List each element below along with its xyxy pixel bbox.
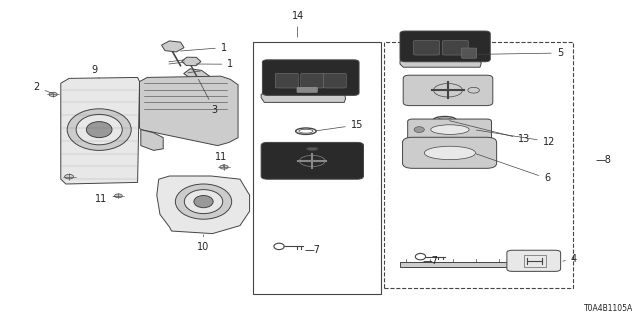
Ellipse shape [307, 147, 318, 150]
Text: 10: 10 [197, 235, 210, 252]
FancyBboxPatch shape [323, 73, 346, 88]
Polygon shape [141, 130, 163, 150]
FancyBboxPatch shape [413, 40, 440, 55]
Polygon shape [140, 76, 238, 146]
FancyBboxPatch shape [297, 87, 317, 92]
FancyBboxPatch shape [275, 73, 298, 88]
FancyBboxPatch shape [403, 75, 493, 106]
Polygon shape [261, 93, 346, 102]
Polygon shape [61, 77, 140, 184]
Bar [430, 57, 438, 59]
Text: T0A4B1105A: T0A4B1105A [584, 304, 634, 313]
Bar [278, 91, 285, 93]
Ellipse shape [194, 196, 213, 208]
Text: 11: 11 [95, 194, 116, 204]
Text: 1: 1 [180, 43, 227, 52]
Text: 14: 14 [291, 11, 304, 37]
Text: —7: —7 [305, 245, 321, 255]
Bar [524, 255, 546, 267]
FancyBboxPatch shape [400, 31, 490, 62]
Ellipse shape [468, 87, 479, 93]
Ellipse shape [184, 189, 223, 214]
Text: 15: 15 [316, 120, 363, 131]
FancyBboxPatch shape [261, 142, 364, 179]
Ellipse shape [115, 194, 122, 198]
Text: 12: 12 [476, 130, 555, 147]
Polygon shape [400, 262, 512, 267]
Text: 3: 3 [198, 79, 218, 115]
Ellipse shape [67, 109, 131, 150]
Text: —7: —7 [422, 256, 438, 266]
Ellipse shape [76, 115, 122, 145]
Bar [320, 91, 328, 93]
Bar [267, 90, 275, 93]
FancyBboxPatch shape [442, 40, 468, 55]
Polygon shape [400, 59, 481, 67]
Ellipse shape [220, 165, 228, 169]
Bar [454, 57, 462, 59]
Text: 1: 1 [196, 59, 234, 69]
Text: 13: 13 [449, 121, 531, 144]
Bar [406, 57, 413, 59]
Text: 4: 4 [563, 254, 577, 264]
Bar [384, 42, 573, 288]
Bar [253, 42, 381, 294]
Ellipse shape [65, 174, 74, 179]
Bar [310, 90, 317, 93]
Ellipse shape [86, 122, 112, 138]
FancyBboxPatch shape [461, 48, 477, 58]
Bar [418, 58, 426, 59]
Text: 5: 5 [477, 48, 563, 58]
FancyBboxPatch shape [408, 119, 492, 140]
Bar [299, 91, 307, 93]
FancyBboxPatch shape [262, 60, 359, 95]
Polygon shape [184, 69, 211, 82]
Ellipse shape [414, 127, 424, 132]
Text: 6: 6 [476, 154, 550, 183]
FancyBboxPatch shape [403, 137, 497, 168]
Text: 11: 11 [214, 152, 227, 167]
Bar [331, 90, 339, 93]
Ellipse shape [424, 146, 476, 160]
Polygon shape [157, 176, 250, 234]
Bar [467, 58, 474, 59]
Ellipse shape [431, 125, 469, 134]
Text: —8: —8 [595, 155, 611, 165]
Ellipse shape [175, 184, 232, 219]
Text: 2: 2 [33, 82, 52, 93]
Bar [288, 90, 296, 93]
FancyBboxPatch shape [301, 73, 324, 88]
Ellipse shape [49, 92, 58, 97]
Text: 9: 9 [92, 65, 99, 78]
Bar [442, 58, 450, 59]
FancyBboxPatch shape [507, 250, 561, 271]
